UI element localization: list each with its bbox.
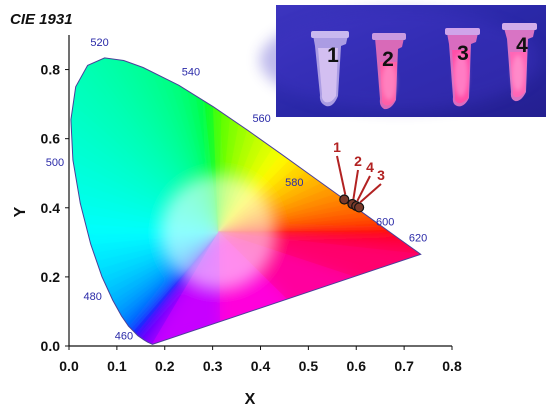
wavelength-label: 480: [84, 291, 102, 303]
inset-photo: 1 2 3 4: [260, 5, 546, 117]
wavelength-label: 460: [115, 331, 133, 343]
y-tick-label: 0.2: [41, 269, 61, 285]
x-tick-label: 0.6: [347, 358, 367, 374]
sample-point: [339, 194, 350, 205]
tube-1: [311, 31, 349, 107]
wavelength-label: 620: [409, 232, 427, 244]
x-tick-label: 0.5: [299, 358, 319, 374]
spectral-locus-outline: [70, 57, 422, 345]
wavelength-label: 540: [182, 66, 200, 78]
wavelength-label: 500: [46, 157, 64, 169]
y-axis-ticks: 0.0 0.2 0.4 0.6 0.8: [41, 62, 69, 354]
tube-2: [372, 33, 406, 110]
x-axis-label: X: [245, 391, 256, 408]
sample-annotations: 12 4 3: [333, 139, 385, 204]
tube-label-2: 2: [382, 48, 394, 71]
annotation-arrow: [359, 183, 382, 204]
color-gamut: [70, 57, 421, 345]
y-tick-label: 0.6: [41, 131, 61, 147]
tube-label-4: 4: [516, 34, 528, 57]
x-tick-label: 0.8: [442, 358, 462, 374]
x-tick-label: 0.4: [251, 358, 271, 374]
wavelength-label: 580: [285, 177, 303, 189]
y-axis-label: Y: [12, 206, 29, 217]
tube-label-3: 3: [457, 42, 469, 65]
x-tick-label: 0.7: [394, 358, 414, 374]
x-tick-label: 0.2: [155, 358, 175, 374]
wavelength-labels: 460 480 500 520 540 560 580 600 620: [46, 37, 427, 343]
tube-4: [502, 23, 537, 102]
sample-points: [339, 194, 365, 213]
tube-label-1: 1: [327, 44, 339, 67]
sample-label: 1: [333, 139, 341, 155]
sample-label: 3: [377, 167, 385, 183]
wavelength-label: 600: [376, 216, 394, 228]
x-axis-ticks: 0.0 0.1 0.2 0.3 0.4 0.5 0.6 0.7 0.8: [59, 346, 462, 374]
tube-3: [445, 28, 480, 107]
annotation-arrow: [336, 155, 347, 195]
annotation-arrow: [352, 169, 359, 200]
sample-label: 4: [366, 159, 374, 175]
chart-title: CIE 1931: [10, 11, 73, 28]
sample-label: 2: [354, 153, 362, 169]
x-tick-label: 0.0: [59, 358, 79, 374]
annotation-arrow: [356, 175, 371, 202]
wavelength-label: 560: [252, 113, 270, 125]
wavelength-label: 520: [90, 37, 108, 49]
x-tick-label: 0.1: [107, 358, 127, 374]
x-tick-label: 0.3: [203, 358, 223, 374]
sample-point: [354, 202, 365, 213]
y-tick-label: 0.8: [41, 62, 61, 78]
y-tick-label: 0.4: [41, 200, 61, 216]
y-tick-label: 0.0: [41, 338, 61, 354]
